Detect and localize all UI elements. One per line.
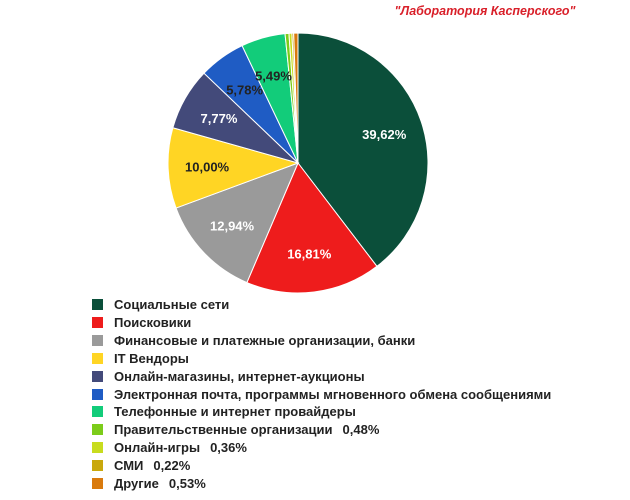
pie-slice-1 xyxy=(246,162,378,294)
pie-slice-3 xyxy=(167,127,300,209)
pie-slice-10 xyxy=(293,32,299,164)
slice-label-4: 7,77% xyxy=(201,111,238,126)
legend-item-1: Поисковики xyxy=(92,314,191,331)
legend-value-8: 0,36% xyxy=(210,440,247,456)
legend-item-5: Электронная почта, программы мгновенного… xyxy=(92,386,551,403)
pie-slice-2 xyxy=(175,162,299,284)
legend-value-7: 0,48% xyxy=(342,422,380,438)
legend-swatch-0 xyxy=(92,299,103,311)
slice-label-3: 10,00% xyxy=(185,160,230,175)
legend-swatch-3 xyxy=(92,352,103,364)
legend-item-0: Социальные сети xyxy=(92,296,229,313)
legend-item-10: Другие 0,53% xyxy=(92,475,206,492)
legend-swatch-4 xyxy=(92,370,103,382)
legend-swatch-8 xyxy=(92,442,103,454)
slice-label-0: 39,62% xyxy=(362,127,407,142)
legend-swatch-7 xyxy=(92,424,103,436)
legend-label-0: Социальные сети xyxy=(114,297,230,312)
legend-item-7: Правительственные организации 0,48% xyxy=(92,421,379,438)
legend-label-10: Другие xyxy=(114,476,159,491)
source-label: "Лаборатория Касперского" xyxy=(394,4,576,18)
legend-item-9: СМИ 0,22% xyxy=(92,457,190,474)
pie-chart: 39,62% 16,81% 12,94% 10,00% 7,77% 5,78%5,49% xyxy=(167,32,429,294)
legend-label-1: Поисковики xyxy=(114,314,192,330)
slice-label-2: 12,94% xyxy=(210,219,255,234)
legend-swatch-1 xyxy=(92,316,103,328)
slice-label-6: 5,49% xyxy=(255,68,292,83)
legend-item-3: IT Вендоры xyxy=(92,350,189,367)
legend-swatch-5 xyxy=(92,388,103,400)
legend-label-9: СМИ xyxy=(114,458,144,474)
legend-label-2: Финансовые и платежные организации, банк… xyxy=(114,332,416,348)
legend-value-10: 0,53% xyxy=(168,476,206,491)
pie-slice-labels: 39,62% 16,81% 12,94% 10,00% 7,77% 5,78%5,49% xyxy=(185,68,407,261)
legend-swatch-6 xyxy=(92,406,103,418)
slice-label-1: 16,81% xyxy=(287,246,332,261)
legend-label-8: Онлайн-игры xyxy=(114,440,201,456)
legend-item-2: Финансовые и платежные организации, банк… xyxy=(92,332,415,349)
legend-item-8: Онлайн-игры 0,36% xyxy=(92,439,247,456)
slice-label-5: 5,78% xyxy=(226,82,263,97)
pie-slice-0 xyxy=(297,32,429,268)
legend-label-6: Телефонные и интернет провайдеры xyxy=(114,404,356,420)
legend-label-3: IT Вендоры xyxy=(114,350,189,366)
legend-swatch-2 xyxy=(92,334,103,346)
legend-label-7: Правительственные организации xyxy=(114,422,333,438)
legend-swatch-10 xyxy=(92,478,103,490)
legend-swatch-9 xyxy=(92,460,103,472)
legend-label-5: Электронная почта, программы мгновенного… xyxy=(114,386,552,402)
legend-item-6: Телефонные и интернет провайдеры xyxy=(92,403,356,420)
pie-slices xyxy=(167,32,429,294)
legend-item-4: Онлайн-магазины, интернет-аукционы xyxy=(92,368,365,385)
legend-value-9: 0,22% xyxy=(153,458,191,474)
legend-label-4: Онлайн-магазины, интернет-аукционы xyxy=(114,368,365,384)
